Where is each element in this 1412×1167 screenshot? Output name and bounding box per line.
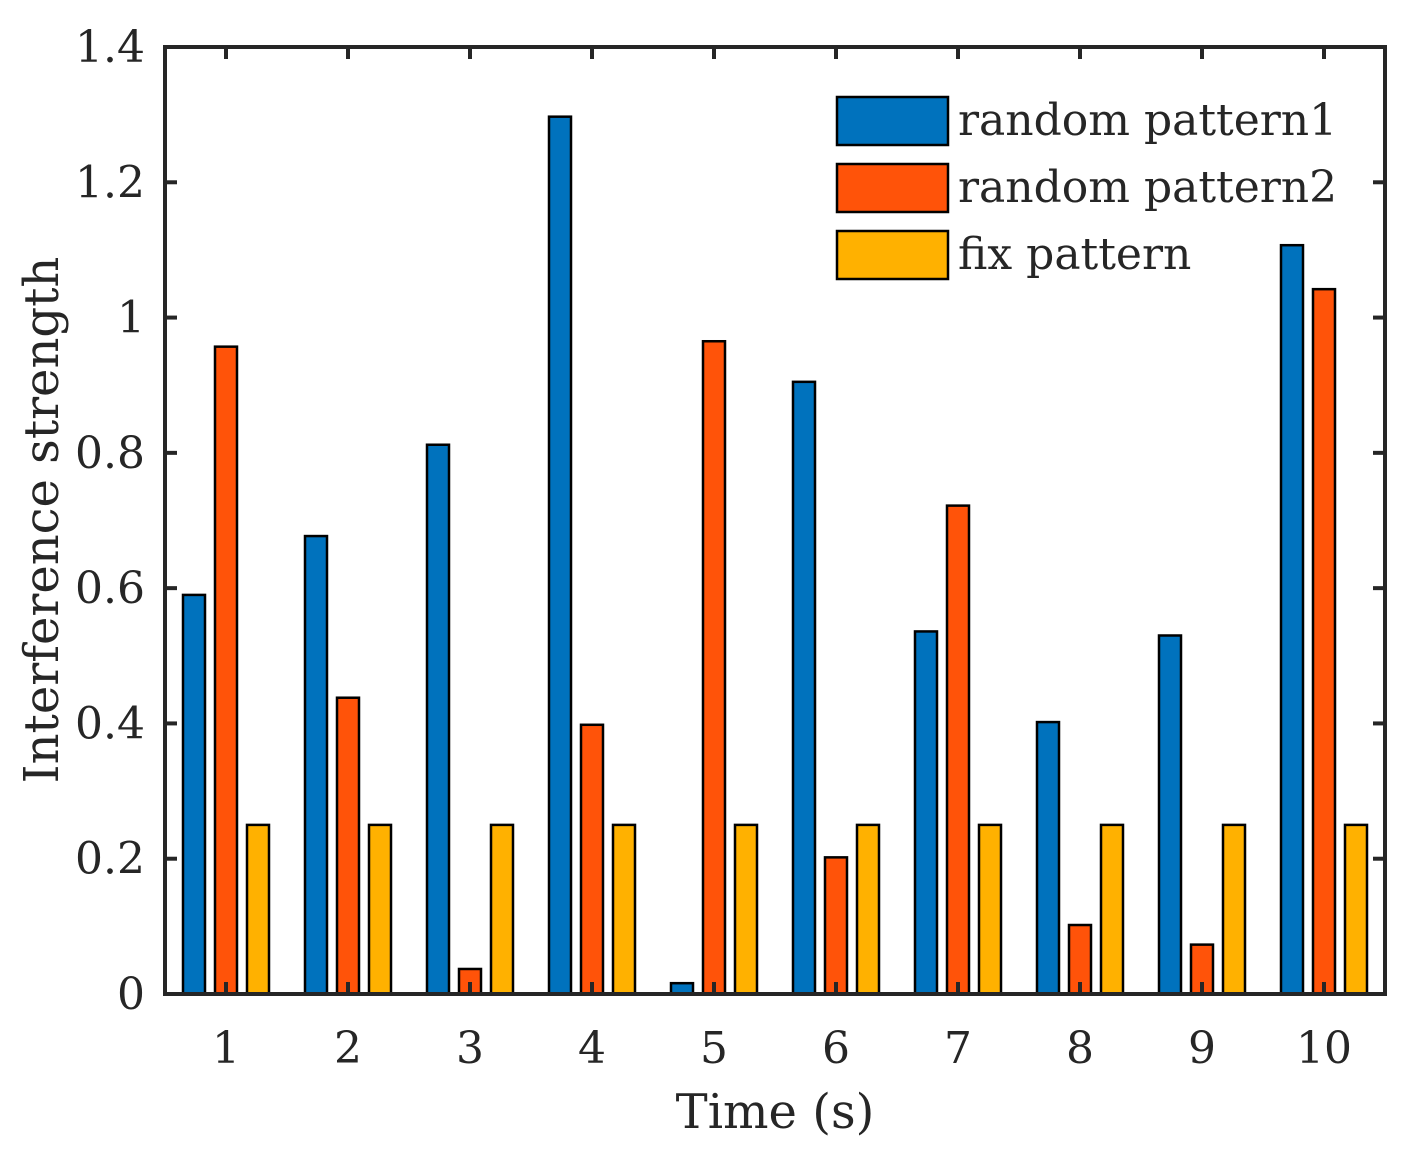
bar-series-1-t1 <box>181 593 207 996</box>
y-tick-label-0: 0 <box>117 969 145 1020</box>
legend-label-2: random pattern2 <box>958 162 1337 213</box>
x-tick-label-5: 5 <box>700 1023 728 1074</box>
legend-swatch-1 <box>835 95 950 147</box>
bar-series-2-t10 <box>1311 287 1337 996</box>
x-tick-label-9: 9 <box>1188 1023 1216 1074</box>
y-tick-label-5: 1 <box>117 293 145 344</box>
bar-series-2-t2 <box>335 696 361 996</box>
tick-labels-group: 0 0.2 0.4 0.6 0.8 1 1.2 1.4 1 2 3 4 5 6 7 8 9 10 <box>75 22 1352 1074</box>
bar-series-3-t7 <box>977 823 1003 996</box>
bar-series-3-t3 <box>489 823 515 996</box>
legend-label-3: fix pattern <box>958 229 1191 280</box>
bar-series-3-t8 <box>1099 823 1125 996</box>
legend-swatch-3 <box>835 229 950 281</box>
legend-swatch-2 <box>835 162 950 214</box>
bar-series-1-t2 <box>303 534 329 996</box>
bar-series-1-t6 <box>791 380 817 996</box>
y-tick-label-6: 1.2 <box>75 157 145 208</box>
bar-series-3-t6 <box>855 823 881 996</box>
x-tick-label-3: 3 <box>456 1023 484 1074</box>
x-tick-label-4: 4 <box>578 1023 606 1074</box>
bar-series-1-t4 <box>547 115 573 996</box>
bar-series-2-t1 <box>213 345 239 996</box>
x-tick-label-2: 2 <box>334 1023 362 1074</box>
x-tick-label-6: 6 <box>822 1023 850 1074</box>
bar-series-3-t5 <box>733 823 759 996</box>
y-tick-label-7: 1.4 <box>75 22 145 73</box>
bars-group <box>181 115 1369 996</box>
bar-series-3-t10 <box>1343 823 1369 996</box>
bar-series-3-t9 <box>1221 823 1247 996</box>
x-tick-label-1: 1 <box>212 1023 240 1074</box>
bar-series-2-t4 <box>579 723 605 996</box>
bar-series-3-t1 <box>245 823 271 996</box>
x-tick-label-10: 10 <box>1296 1023 1352 1074</box>
bar-series-2-t7 <box>945 504 971 996</box>
bar-series-1-t10 <box>1279 243 1305 996</box>
legend-label-1: random pattern1 <box>958 95 1337 146</box>
legend: random pattern1 random pattern2 fix patter… <box>835 95 1337 281</box>
y-tick-label-3: 0.6 <box>75 563 145 614</box>
y-tick-label-1: 0.2 <box>75 834 145 885</box>
bar-series-3-t4 <box>611 823 637 996</box>
x-axis-title: Time (s) <box>676 1084 875 1140</box>
bar-series-1-t3 <box>425 443 451 996</box>
x-tick-label-8: 8 <box>1066 1023 1094 1074</box>
bar-series-1-t9 <box>1157 634 1183 996</box>
bar-series-2-t5 <box>701 339 727 996</box>
plot-frame <box>163 45 1387 996</box>
bar-series-1-t8 <box>1035 720 1061 996</box>
y-axis-title: Interference strength <box>14 257 70 784</box>
bar-series-1-t7 <box>913 630 939 996</box>
y-tick-label-4: 0.8 <box>75 428 145 479</box>
y-tick-label-2: 0.4 <box>75 698 145 749</box>
x-tick-label-7: 7 <box>944 1023 972 1074</box>
bar-series-3-t2 <box>367 823 393 996</box>
bar-series-2-t6 <box>823 856 849 996</box>
